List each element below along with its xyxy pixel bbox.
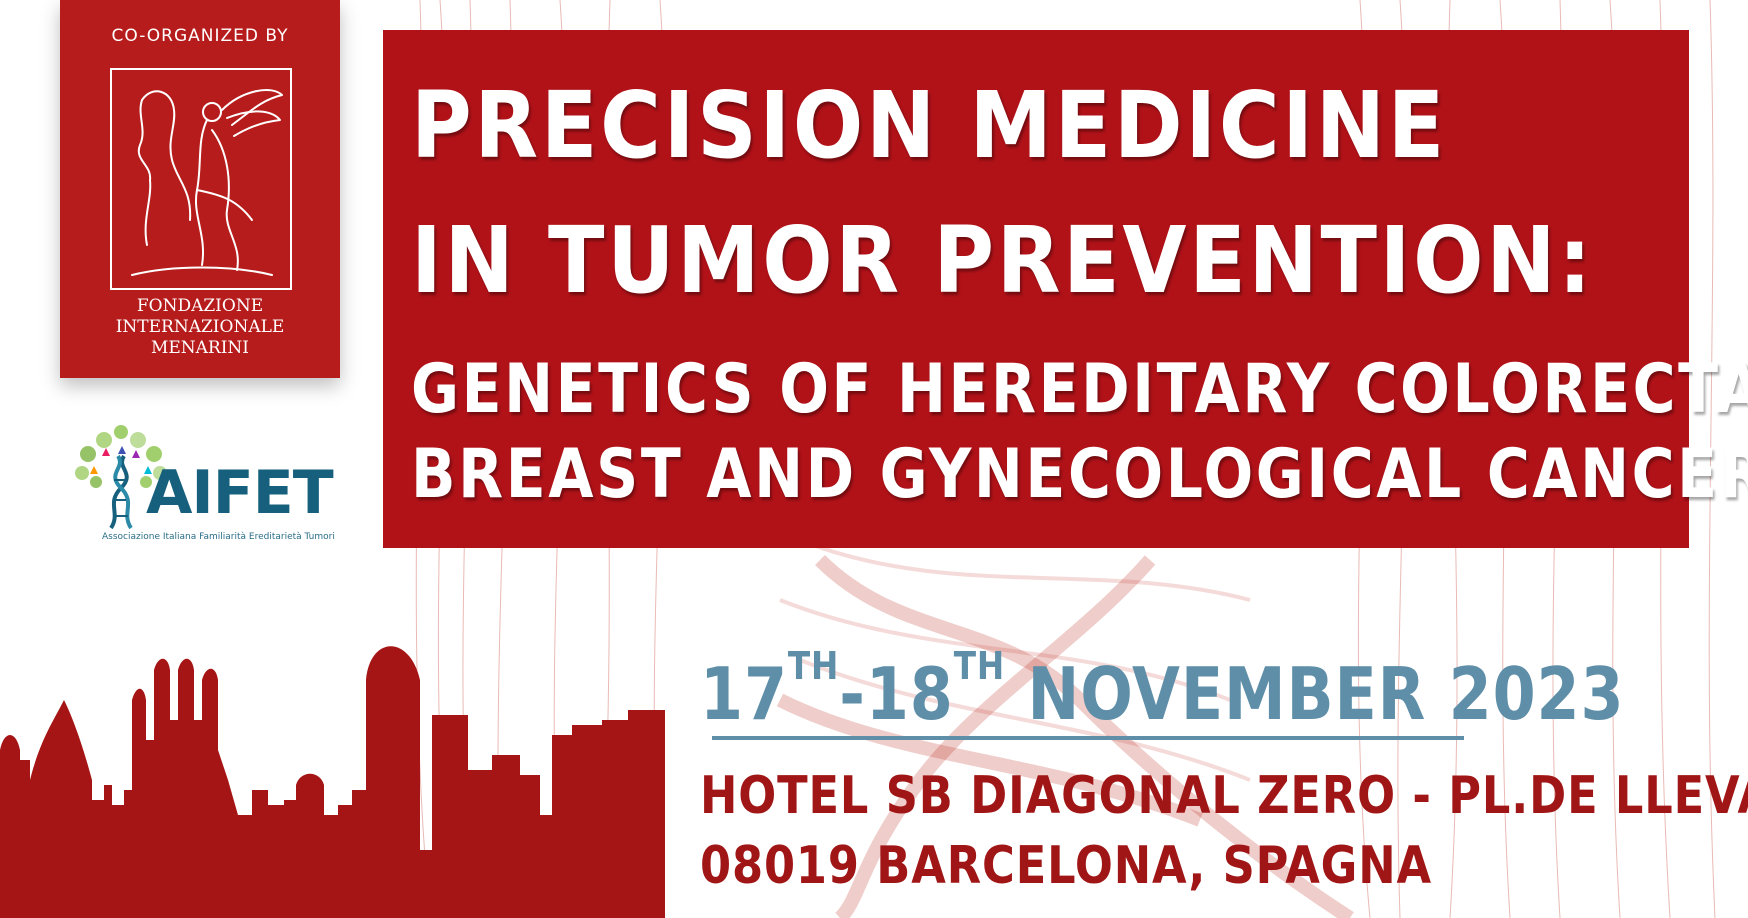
date-month-year: NOVEMBER 2023 [1005, 652, 1625, 736]
subtitle-line-1: GENETICS OF HEREDITARY COLORECTAL [411, 350, 1748, 429]
aifet-logo: AIFET Associazione Italiana Familiarità … [66, 418, 346, 548]
title-banner: PRECISION MEDICINE IN TUMOR PREVENTION: … [383, 30, 1748, 548]
venue-line-1: HOTEL SB DIAGONAL ZERO - PL.DE LLEVANT S… [700, 766, 1748, 826]
fondazione-name-line: MENARINI [150, 338, 250, 358]
fondazione-name-line: FONDAZIONE [136, 296, 264, 316]
fondazione-menarini-logo: CO-ORGANIZED BY FONDAZIONE INTERNAZIONAL… [60, 0, 340, 378]
date-day-2-suffix: TH [953, 644, 1006, 688]
venue-line-2: 08019 BARCELONA, SPAGNA [700, 836, 1433, 896]
date-separator: - [839, 652, 866, 736]
aifet-wordmark: AIFET [146, 458, 334, 528]
aifet-subtitle: Associazione Italiana Familiarità Eredit… [102, 532, 335, 542]
subtitle-line-2: BREAST AND GYNECOLOGICAL CANCERS [411, 435, 1748, 514]
date-day-1-suffix: TH [787, 644, 840, 688]
fondazione-name-line: INTERNAZIONALE [115, 317, 285, 337]
barcelona-skyline [0, 646, 665, 918]
tree-dna-icon [75, 425, 167, 530]
date-underline [712, 736, 1464, 740]
fondazione-name: FONDAZIONE INTERNAZIONALE MENARINI [60, 296, 340, 359]
date-day-2: 18 [865, 652, 954, 736]
title-line-2: IN TUMOR PREVENTION: [411, 207, 1595, 314]
event-date: 17TH-18TH NOVEMBER 2023 [700, 644, 1625, 736]
title-line-1: PRECISION MEDICINE [411, 72, 1448, 179]
date-day-1: 17 [700, 652, 788, 736]
co-organized-label: CO-ORGANIZED BY [111, 26, 289, 46]
pegasus-emblem-icon [110, 68, 292, 290]
